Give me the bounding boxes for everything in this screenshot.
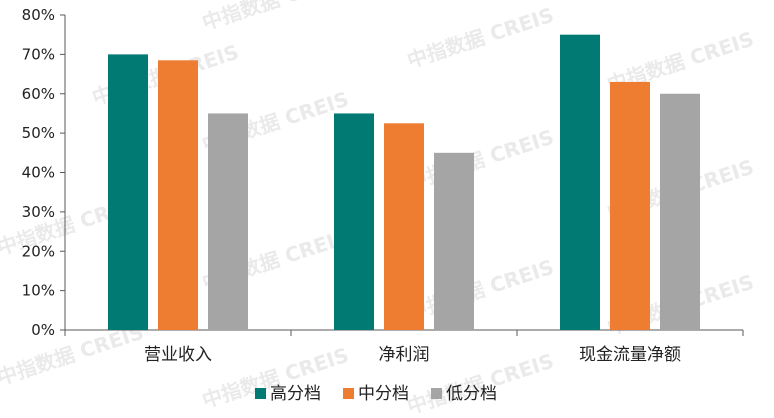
bar — [434, 152, 474, 330]
y-tick-label: 10% — [22, 282, 55, 300]
bar — [158, 60, 198, 330]
bar — [334, 113, 374, 330]
bar — [560, 34, 600, 330]
y-tick-label: 50% — [22, 124, 55, 142]
legend-label: 低分档 — [446, 384, 497, 404]
y-tick-label: 30% — [22, 203, 55, 221]
watermark-text: 中指数据 CREIS — [404, 255, 557, 325]
bar — [660, 93, 700, 330]
y-tick-label: 70% — [22, 45, 55, 63]
y-tick-label: 60% — [22, 85, 55, 103]
bars-layer — [108, 34, 700, 330]
axes-layer: 0% 10% 20% 30% 40% 50% 60% 70% 80% — [22, 6, 744, 339]
bar — [208, 113, 248, 330]
y-tick-label: 0% — [31, 321, 55, 339]
legend-swatch — [343, 388, 354, 399]
x-category-label: 营业收入 — [144, 345, 212, 365]
x-category-label: 现金流量净额 — [579, 345, 681, 365]
category-labels: 营业收入 净利润 现金流量净额 — [144, 345, 681, 365]
bar — [384, 123, 424, 330]
x-category-label: 净利润 — [379, 345, 430, 365]
legend-swatch — [431, 388, 442, 399]
y-tick-label: 80% — [22, 6, 55, 24]
legend-label: 高分档 — [270, 384, 321, 404]
legend-label: 中分档 — [358, 384, 409, 404]
watermark-text: 中指数据 CREIS — [404, 125, 557, 195]
bar — [108, 54, 148, 330]
watermark-text: 中指数据 CREIS — [199, 0, 352, 35]
y-tick-label: 40% — [22, 164, 55, 182]
y-tick-label: 20% — [22, 242, 55, 260]
watermark-text: 中指数据 CREIS — [404, 3, 557, 73]
legend-swatch — [255, 388, 266, 399]
legend: 高分档 中分档 低分档 — [255, 384, 497, 404]
bar — [610, 81, 650, 330]
